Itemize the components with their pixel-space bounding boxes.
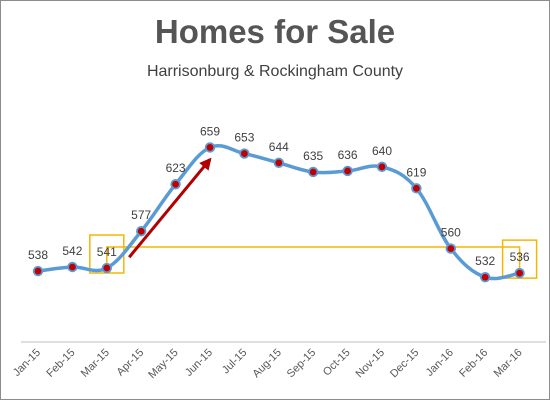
- data-point-sep-15: [308, 166, 319, 178]
- data-label-jul-15: 653: [234, 131, 254, 145]
- data-point-mar-15: [101, 262, 113, 274]
- data-point-jun-15: [204, 142, 216, 153]
- x-tick-nov-15: Nov-15: [354, 347, 388, 381]
- data-point-jul-15: [239, 148, 250, 159]
- x-tick-apr-15: Apr-15: [114, 347, 146, 379]
- data-label-apr-15: 577: [131, 208, 151, 222]
- data-point-jan-15: [32, 265, 44, 277]
- chart-subtitle: Harrisonburg & Rockingham County: [146, 63, 404, 80]
- x-tick-oct-15: Oct-15: [321, 347, 353, 379]
- highlight-bracket: [106, 246, 521, 279]
- x-tick-feb-15: Feb-15: [44, 347, 77, 380]
- data-label-feb-16: 532: [475, 254, 495, 268]
- data-label-sep-15: 635: [303, 149, 323, 163]
- x-tick-jul-15: Jul-15: [220, 347, 250, 377]
- data-label-mar-15: 541: [97, 245, 117, 259]
- data-point-feb-15: [67, 261, 78, 273]
- data-label-mar-16: 536: [510, 250, 530, 264]
- data-label-oct-15: 636: [338, 148, 358, 162]
- data-label-feb-15: 542: [62, 244, 82, 258]
- x-tick-feb-16: Feb-16: [457, 347, 490, 380]
- data-label-may-15: 623: [166, 161, 186, 175]
- data-label-aug-15: 644: [269, 140, 289, 154]
- data-label-jun-15: 659: [200, 124, 220, 138]
- x-tick-aug-15: Aug-15: [250, 347, 284, 381]
- data-point-apr-15: [135, 226, 147, 237]
- x-tick-jun-15: Jun-15: [183, 347, 215, 379]
- data-label-jan-15: 538: [28, 248, 48, 262]
- data-point-jan-16: [445, 243, 457, 254]
- chart-title: Homes for Sale: [154, 13, 396, 50]
- x-tick-may-15: May-15: [146, 347, 180, 381]
- data-label-nov-15: 640: [372, 144, 392, 158]
- data-point-feb-16: [480, 272, 491, 283]
- data-point-mar-16: [514, 267, 525, 279]
- x-tick-mar-16: Mar-16: [492, 347, 525, 380]
- data-point-oct-15: [342, 165, 353, 177]
- data-label-dec-15: 619: [406, 165, 426, 179]
- data-point-nov-15: [376, 161, 388, 173]
- data-point-aug-15: [273, 157, 285, 168]
- x-tick-dec-15: Dec-15: [388, 347, 422, 381]
- trend-arrow: [128, 157, 212, 259]
- data-point-dec-15: [411, 183, 422, 194]
- data-label-jan-16: 560: [441, 226, 461, 240]
- x-tick-sep-15: Sep-15: [285, 347, 319, 381]
- x-tick-mar-15: Mar-15: [79, 347, 112, 380]
- x-tick-jan-15: Jan-15: [11, 347, 43, 379]
- x-tick-jan-16: Jan-16: [424, 347, 456, 379]
- data-point-may-15: [170, 179, 181, 190]
